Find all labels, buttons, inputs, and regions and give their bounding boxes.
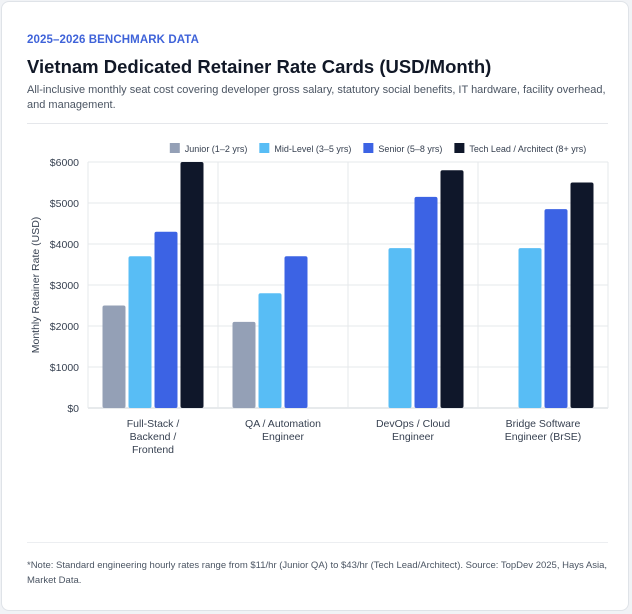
bar	[440, 170, 464, 408]
header-divider	[27, 123, 608, 124]
bar	[180, 162, 204, 408]
bar	[544, 209, 568, 408]
x-tick-label: Backend /	[130, 431, 177, 443]
x-tick-label: QA / Automation	[245, 418, 321, 430]
x-tick-label: Bridge Software	[506, 418, 581, 430]
bar	[102, 305, 126, 408]
page-subtitle: All-inclusive monthly seat cost covering…	[27, 84, 606, 111]
bar	[232, 321, 256, 408]
legend-swatch	[454, 143, 465, 153]
y-tick-label: $1000	[50, 362, 79, 374]
legend-swatch	[169, 143, 180, 153]
x-tick-label: Full-Stack /	[127, 418, 180, 430]
bar	[518, 248, 542, 408]
y-tick-label: $0	[67, 403, 79, 415]
x-tick-label: Engineer	[262, 431, 305, 443]
x-tick-label: Engineer (BrSE)	[505, 431, 581, 443]
bar	[154, 231, 178, 408]
legend-swatch	[363, 143, 374, 153]
legend-label: Mid-Level (3–5 yrs)	[274, 144, 351, 154]
bar	[128, 256, 152, 408]
x-tick-label: Frontend	[132, 444, 174, 456]
x-tick-label: DevOps / Cloud	[376, 418, 450, 430]
legend-label: Tech Lead / Architect (8+ yrs)	[469, 144, 586, 154]
page-title: Vietnam Dedicated Retainer Rate Cards (U…	[27, 56, 492, 77]
bar	[284, 256, 308, 408]
bar	[414, 196, 438, 408]
footnote: *Note: Standard engineering hourly rates…	[27, 560, 607, 586]
y-tick-label: $3000	[50, 280, 79, 292]
bar	[570, 182, 594, 408]
y-axis-label: Monthly Retainer Rate (USD)	[30, 217, 42, 354]
legend-label: Junior (1–2 yrs)	[185, 144, 248, 154]
y-tick-label: $6000	[50, 157, 79, 169]
x-tick-label: Engineer	[392, 431, 435, 443]
y-tick-label: $2000	[50, 321, 79, 333]
bar	[258, 293, 282, 408]
y-tick-label: $4000	[50, 239, 79, 251]
legend-label: Senior (5–8 yrs)	[378, 144, 442, 154]
bar	[388, 248, 412, 408]
y-tick-label: $5000	[50, 198, 79, 210]
footnote-divider	[27, 542, 608, 543]
eyebrow-label: 2025–2026 BENCHMARK DATA	[27, 34, 199, 46]
legend-swatch	[259, 143, 270, 153]
